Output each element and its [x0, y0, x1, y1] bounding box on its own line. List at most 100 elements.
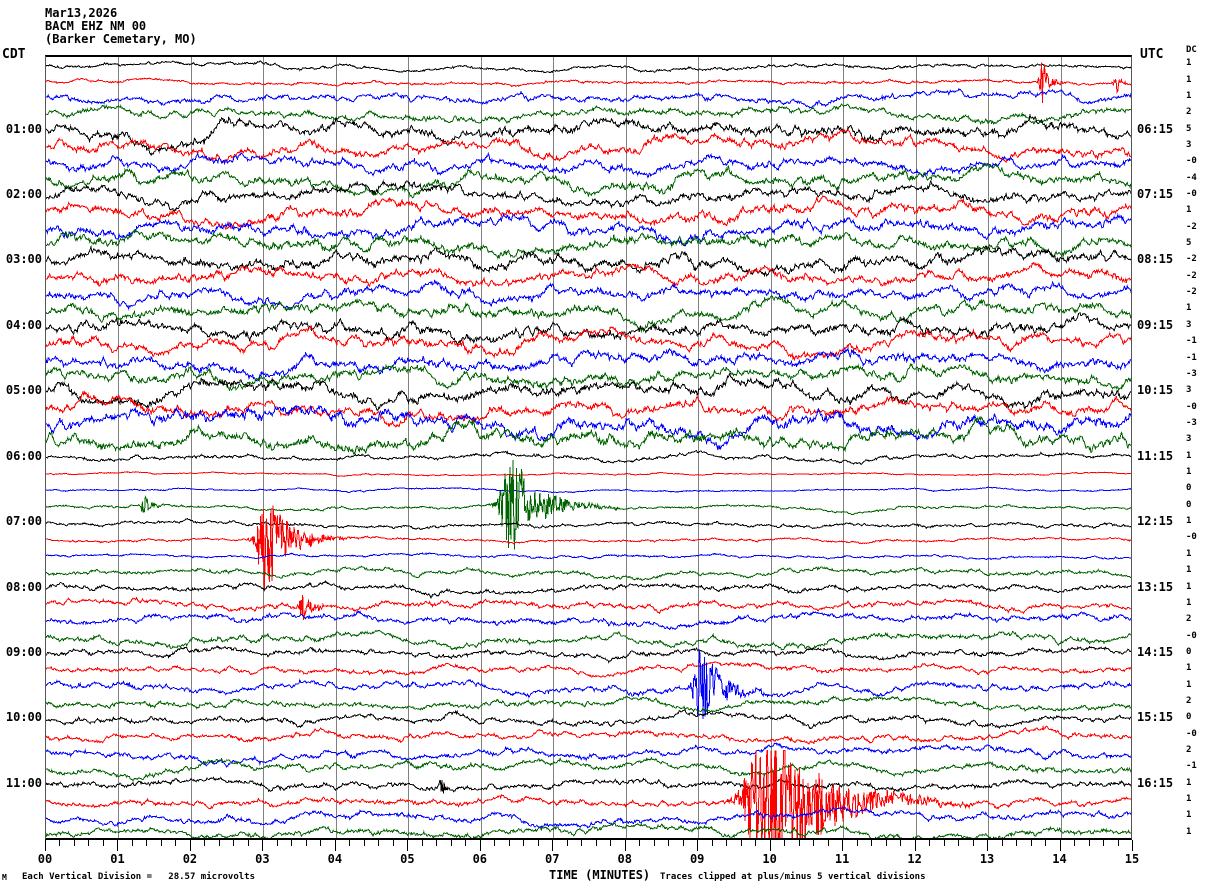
- x-tick-minor: [653, 840, 655, 846]
- seismic-trace: [46, 695, 1131, 714]
- x-tick-minor: [450, 840, 452, 846]
- dc-value: 1: [1186, 516, 1192, 527]
- scale-note: Each Vertical Division = 28.57 microvolt…: [22, 872, 255, 882]
- x-tick-major: [45, 840, 46, 851]
- dc-value: 2: [1186, 745, 1192, 756]
- x-tick-minor: [972, 840, 974, 846]
- seismic-trace: [46, 87, 1131, 109]
- hour-label-utc: 12:15: [1137, 514, 1174, 529]
- x-tick-minor: [943, 840, 945, 846]
- x-tick-minor: [175, 840, 177, 846]
- x-tick-minor: [581, 840, 583, 846]
- corner-mark-icon: M: [2, 873, 7, 882]
- dc-value: 3: [1186, 319, 1192, 330]
- x-tick-minor: [102, 840, 104, 846]
- seismic-trace: [46, 594, 1131, 621]
- seismic-trace: [46, 725, 1131, 745]
- x-axis-title: TIME (MINUTES): [549, 868, 651, 882]
- hour-label-cdt: 07:00: [5, 514, 42, 529]
- x-axis-tick-label: 11: [834, 852, 850, 866]
- x-tick-minor: [856, 840, 858, 846]
- seismogram-plot[interactable]: [45, 55, 1132, 840]
- x-axis-tick-label: 12: [907, 852, 922, 866]
- x-tick-major: [189, 840, 191, 851]
- x-axis-tick-label: 14: [1052, 852, 1067, 866]
- x-tick-minor: [639, 840, 641, 846]
- x-tick-minor: [711, 840, 713, 846]
- seismic-trace: [46, 212, 1131, 247]
- x-tick-minor: [726, 840, 728, 846]
- dc-value: -0: [1186, 156, 1197, 167]
- dc-value: 1: [1186, 826, 1192, 837]
- dc-value: -0: [1186, 401, 1197, 412]
- dc-value: 1: [1186, 679, 1192, 690]
- x-tick-major: [262, 840, 264, 851]
- gridline-minute-11: [843, 57, 845, 838]
- hour-label-cdt: 09:00: [5, 644, 42, 659]
- seismic-trace: [46, 661, 1131, 678]
- x-tick-minor: [1001, 840, 1003, 846]
- seismic-trace: [46, 756, 1131, 783]
- x-axis-ticks: [45, 840, 1133, 852]
- x-tick-minor: [566, 840, 568, 846]
- x-tick-major: [334, 840, 336, 851]
- x-tick-major: [1059, 840, 1061, 851]
- hour-label-utc: 16:15: [1137, 775, 1174, 790]
- dc-value: -2: [1186, 254, 1197, 265]
- gridline-minute-9: [698, 57, 700, 838]
- seismic-trace: [46, 103, 1131, 126]
- x-axis-tick-label: 15: [1124, 852, 1140, 866]
- dc-value: -4: [1186, 172, 1197, 183]
- dc-value: 1: [1186, 303, 1192, 314]
- gridline-minute-1: [118, 57, 120, 838]
- dc-value: 1: [1186, 450, 1192, 461]
- seismic-trace: [46, 517, 1131, 531]
- dc-value: -0: [1186, 189, 1197, 199]
- dc-value: -0: [1186, 728, 1197, 739]
- hour-label-cdt: 06:00: [5, 448, 42, 463]
- dc-value: 0: [1186, 646, 1192, 657]
- x-tick-minor: [1045, 840, 1047, 846]
- x-tick-major: [914, 840, 916, 851]
- x-tick-minor: [131, 840, 133, 846]
- seismic-trace: [46, 610, 1131, 631]
- x-tick-minor: [88, 840, 90, 846]
- dc-value: 1: [1186, 74, 1192, 85]
- seismic-trace: [46, 346, 1131, 382]
- x-tick-minor: [682, 840, 684, 846]
- x-tick-minor: [958, 840, 960, 846]
- seismic-trace: [46, 449, 1131, 466]
- dc-value: 1: [1186, 58, 1192, 69]
- dc-value: 1: [1186, 205, 1192, 216]
- seismic-trace: [46, 179, 1131, 212]
- hour-label-cdt: 02:00: [5, 187, 42, 201]
- x-tick-major: [552, 840, 554, 851]
- x-tick-minor: [59, 840, 61, 846]
- dc-value: 0: [1186, 712, 1192, 723]
- gridline-minute-6: [480, 57, 482, 838]
- dc-value: -2: [1186, 270, 1197, 281]
- hour-label-utc: 13:15: [1137, 579, 1174, 594]
- x-tick-minor: [378, 840, 380, 846]
- dc-value: 3: [1186, 139, 1192, 150]
- seismic-trace: [46, 404, 1131, 451]
- x-tick-minor: [204, 840, 206, 846]
- x-tick-major: [842, 840, 844, 851]
- x-tick-minor: [247, 840, 249, 846]
- seismic-trace: [46, 742, 1131, 768]
- x-tick-major: [407, 840, 409, 851]
- x-tick-minor: [610, 840, 612, 846]
- gridline-minute-14: [1060, 57, 1062, 838]
- right-timezone-label: UTC: [1140, 47, 1164, 62]
- dc-value: 3: [1186, 434, 1192, 445]
- x-tick-major: [117, 840, 119, 851]
- x-tick-minor: [465, 840, 467, 846]
- dc-value: 5: [1186, 123, 1192, 134]
- gridline-minute-13: [988, 57, 990, 838]
- seismic-trace: [46, 371, 1131, 412]
- hour-label-cdt: 05:00: [5, 383, 42, 398]
- seismic-trace: [46, 471, 1131, 477]
- dc-value: -0: [1186, 630, 1197, 641]
- seismic-trace: [46, 151, 1131, 179]
